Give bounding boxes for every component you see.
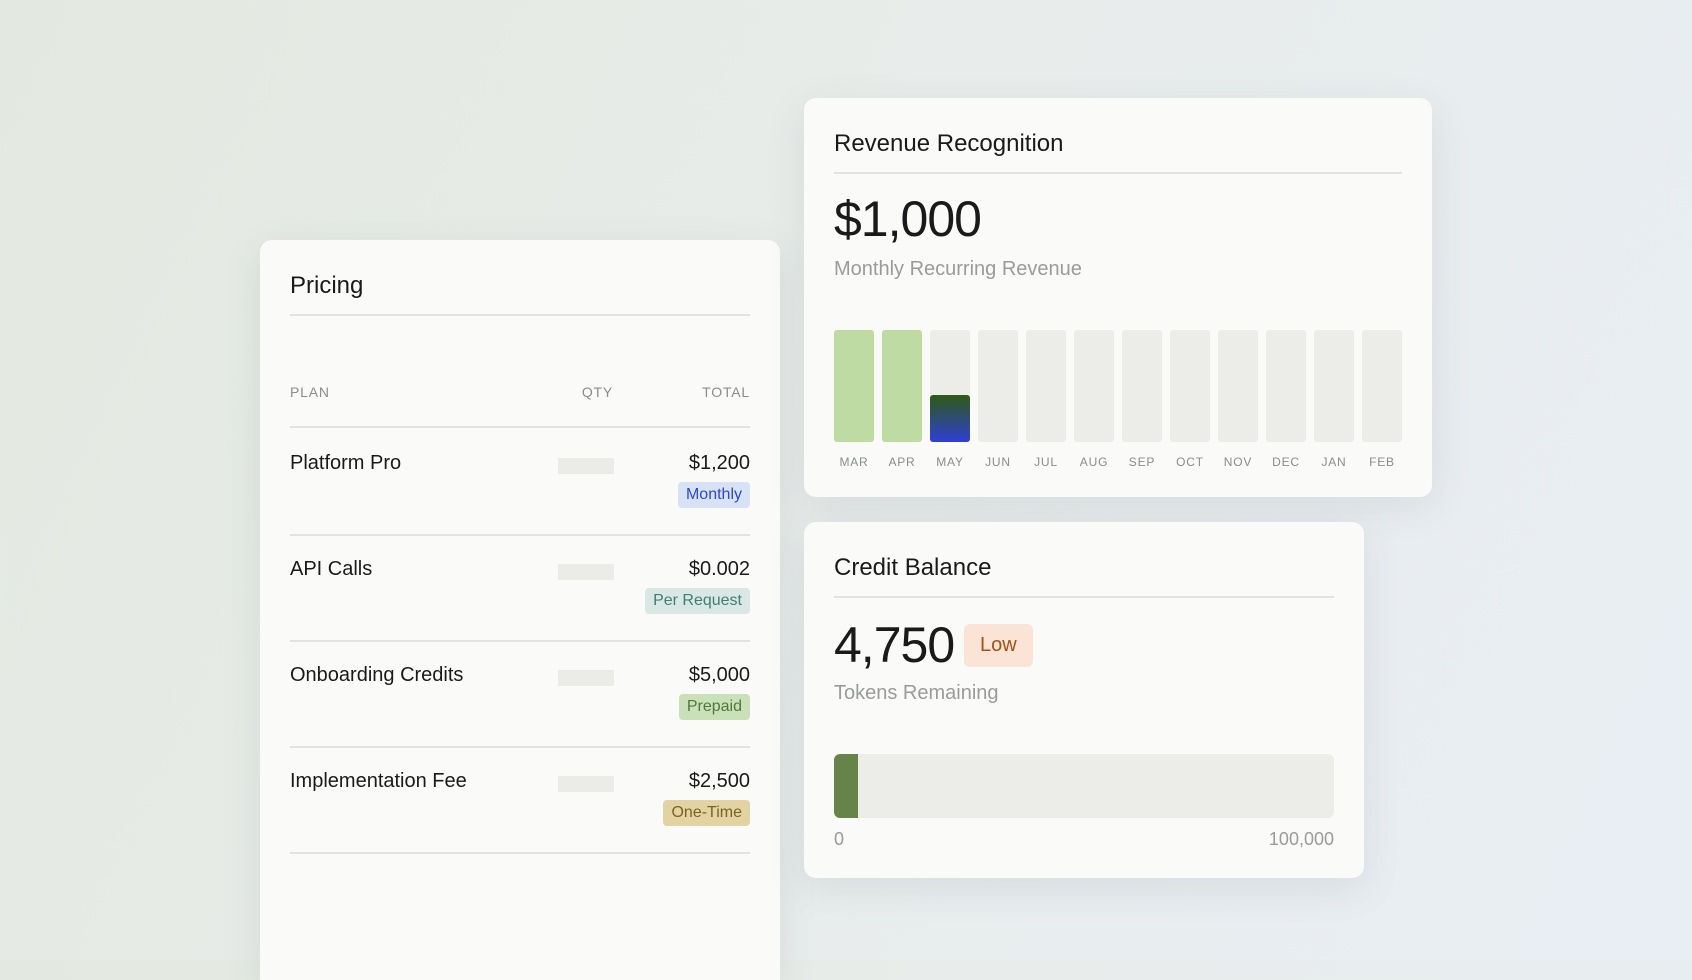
month-label-jun: JUN bbox=[985, 455, 1011, 469]
monthly-bar-chart: MAR APR MAY JUN JUL AUG SEP OCT NOV DEC JAN FEB bbox=[834, 330, 1402, 469]
plan-total: $5,000 bbox=[688, 664, 750, 686]
bar-track-jul bbox=[1026, 330, 1066, 442]
table-row[interactable]: API Calls $0.002 Per Request bbox=[290, 534, 750, 642]
credit-title: Credit Balance bbox=[834, 554, 1334, 598]
plan-name: Onboarding Credits bbox=[290, 664, 464, 686]
month-label-aug: AUG bbox=[1080, 455, 1108, 469]
plan-name: Platform Pro bbox=[290, 452, 402, 474]
month-label-jan: JAN bbox=[1321, 455, 1346, 469]
table-row[interactable]: Platform Pro $1,200 Monthly bbox=[290, 428, 750, 536]
bar-track-jan bbox=[1314, 330, 1354, 442]
billing-badge: Monthly bbox=[677, 482, 750, 508]
month-label-dec: DEC bbox=[1272, 455, 1300, 469]
billing-badge: Per Request bbox=[645, 588, 750, 614]
pricing-card: Pricing PLAN QTY TOTAL Platform Pro $1,2… bbox=[260, 240, 780, 980]
bar-track-sep bbox=[1122, 330, 1162, 442]
column-qty: QTY bbox=[581, 384, 613, 400]
bar-track-dec bbox=[1266, 330, 1306, 442]
mrr-label: Monthly Recurring Revenue bbox=[834, 258, 1082, 280]
qty-placeholder bbox=[558, 776, 614, 792]
qty-placeholder bbox=[558, 458, 614, 474]
bar-track-aug bbox=[1074, 330, 1114, 442]
tokens-label: Tokens Remaining bbox=[834, 682, 999, 704]
plan-name: Implementation Fee bbox=[290, 770, 467, 792]
revenue-title: Revenue Recognition bbox=[834, 130, 1402, 174]
pricing-title: Pricing bbox=[290, 272, 750, 316]
token-amount: 4,750 bbox=[834, 617, 955, 673]
month-label-oct: OCT bbox=[1176, 455, 1204, 469]
billing-badge: Prepaid bbox=[678, 694, 750, 720]
month-label-sep: SEP bbox=[1129, 455, 1155, 469]
month-label-feb: FEB bbox=[1369, 455, 1395, 469]
table-row[interactable]: Implementation Fee $2,500 One-Time bbox=[290, 746, 750, 854]
qty-placeholder bbox=[558, 670, 614, 686]
month-label-apr: APR bbox=[888, 455, 915, 469]
status-badge: Low bbox=[964, 624, 1033, 667]
plan-total: $2,500 bbox=[688, 770, 750, 792]
credit-card: Credit Balance 4,750 Low Tokens Remainin… bbox=[804, 522, 1364, 878]
credit-progress-bar bbox=[834, 754, 1334, 818]
bar-track-feb bbox=[1362, 330, 1402, 442]
credit-progress-fill bbox=[834, 754, 858, 818]
pricing-table-header: PLAN QTY TOTAL bbox=[290, 384, 750, 428]
month-label-jul: JUL bbox=[1034, 455, 1058, 469]
bar-track-nov bbox=[1218, 330, 1258, 442]
scale-max: 100,000 bbox=[1268, 829, 1334, 849]
month-label-nov: NOV bbox=[1224, 455, 1252, 469]
table-row[interactable]: Onboarding Credits $5,000 Prepaid bbox=[290, 640, 750, 748]
billing-badge: One-Time bbox=[663, 800, 750, 826]
revenue-card: Revenue Recognition $1,000 Monthly Recur… bbox=[804, 98, 1432, 497]
bar-may bbox=[930, 394, 970, 442]
bar-track-jun bbox=[978, 330, 1018, 442]
month-label-mar: MAR bbox=[839, 455, 868, 469]
plan-name: API Calls bbox=[290, 558, 373, 580]
mrr-amount: $1,000 bbox=[834, 191, 982, 247]
column-plan: PLAN bbox=[290, 384, 330, 400]
bar-track-oct bbox=[1170, 330, 1210, 442]
month-label-may: MAY bbox=[936, 455, 964, 469]
plan-total: $1,200 bbox=[688, 452, 750, 474]
qty-placeholder bbox=[558, 564, 614, 580]
bar-mar bbox=[834, 330, 874, 442]
bar-apr bbox=[882, 330, 922, 442]
scale-min: 0 bbox=[834, 829, 845, 849]
plan-total: $0.002 bbox=[688, 558, 750, 580]
column-total: TOTAL bbox=[702, 384, 750, 400]
